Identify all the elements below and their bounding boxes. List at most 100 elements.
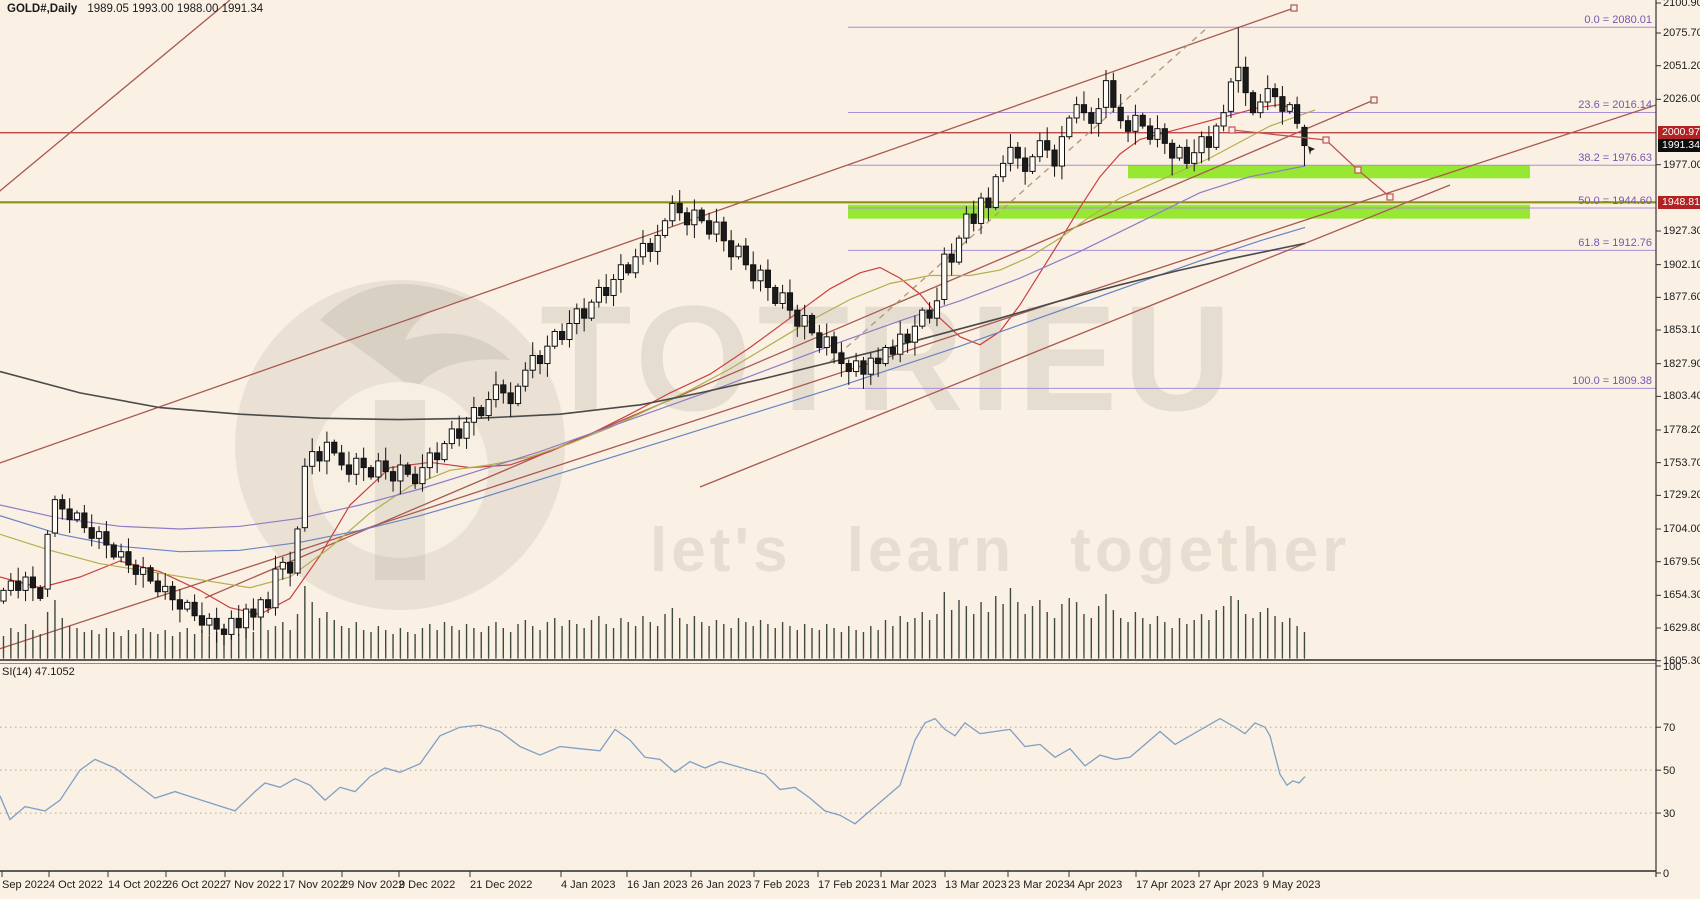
candle-up <box>140 567 147 575</box>
candle-down <box>1088 112 1095 124</box>
ma-violet <box>0 165 1306 530</box>
candle-down <box>676 202 683 214</box>
candle-up <box>7 580 14 591</box>
candle-up <box>566 322 573 341</box>
candle-down <box>1139 114 1146 127</box>
candle-up <box>118 551 125 558</box>
candle-up <box>977 197 985 224</box>
candle-up <box>1029 156 1036 172</box>
candle-up <box>375 460 382 478</box>
candle-up <box>1095 108 1102 124</box>
candle-down <box>265 599 272 609</box>
candle-up <box>955 237 963 263</box>
candle-up <box>257 599 264 618</box>
candle-up <box>617 264 624 280</box>
candle-up <box>713 221 720 235</box>
candle-up <box>1257 101 1264 114</box>
price-axis-label: 1704.00 <box>1663 522 1700 535</box>
candle-up <box>779 292 786 304</box>
candle-down <box>1301 126 1308 147</box>
date-label: 17 Feb 2023 <box>818 879 880 891</box>
date-label: 21 Dec 2022 <box>470 879 533 891</box>
candle-up <box>897 333 904 355</box>
candle-up <box>426 452 433 469</box>
ma-gray <box>0 242 1306 421</box>
candle-down <box>176 599 184 610</box>
candle-down <box>581 308 588 319</box>
date-label: 17 Apr 2023 <box>1136 879 1196 891</box>
date-label: 23 Mar 2023 <box>1008 879 1070 891</box>
candle-down <box>235 617 242 629</box>
candle-up <box>73 512 81 521</box>
candle-down <box>1294 104 1301 124</box>
ohlc-values-label: 1989.05 1993.00 1988.00 1991.34 <box>87 3 264 15</box>
candle-up <box>632 256 639 274</box>
candle-down <box>81 512 88 529</box>
candle-down <box>1080 104 1088 114</box>
candle-down <box>860 360 867 375</box>
candle-down <box>706 220 713 235</box>
candle-up <box>1007 146 1014 164</box>
candle-down <box>1124 120 1132 132</box>
candle-up <box>1154 128 1161 140</box>
candle-down <box>948 253 955 263</box>
candle-up <box>1227 81 1235 112</box>
fibonacci-level-label: 0.0 = 2080.01 <box>1584 14 1652 27</box>
price-axis-label: 1778.20 <box>1663 423 1700 436</box>
candle-down <box>985 197 992 208</box>
date-label: 4 Oct 2022 <box>49 879 103 891</box>
candle-down <box>1249 92 1257 114</box>
candle-up <box>470 407 477 423</box>
candle-down <box>647 242 654 252</box>
ma-olive <box>0 109 1316 589</box>
price-axis-label: 2051.20 <box>1663 59 1700 72</box>
candle-up <box>1132 114 1139 132</box>
candle-up <box>610 278 617 296</box>
candle-up <box>654 234 661 252</box>
main-pane <box>0 0 1656 658</box>
candle-down <box>1044 140 1051 151</box>
candle-up <box>206 617 213 626</box>
candle-down <box>154 580 161 593</box>
date-label: 17 Nov 2022 <box>283 879 346 891</box>
candle-up <box>441 443 448 461</box>
symbol-timeframe-label: GOLD#,Daily <box>7 3 78 15</box>
candle-down <box>728 240 735 258</box>
candle-down <box>147 567 154 582</box>
date-label: 13 Mar 2023 <box>945 879 1007 891</box>
projection-zigzag <box>1231 129 1391 198</box>
candle-down <box>478 407 485 417</box>
candle-up <box>51 499 59 534</box>
candle-down <box>889 347 896 355</box>
candle-up <box>941 253 948 300</box>
rsi-scale-label: 70 <box>1663 722 1676 735</box>
candle-down <box>1205 136 1213 148</box>
candle-down <box>29 576 36 589</box>
rsi-scale-label: 30 <box>1663 808 1676 821</box>
candle-up <box>1176 146 1183 159</box>
price-axis-label: 1902.10 <box>1663 258 1700 271</box>
date-label: 26 Oct 2022 <box>166 879 226 891</box>
candle-down <box>698 209 705 222</box>
cursor-pointer-icon <box>1308 146 1315 155</box>
price-axis-label: 1803.40 <box>1663 390 1700 403</box>
date-label: 4 Jan 2023 <box>561 879 616 891</box>
candle-up <box>1235 66 1242 82</box>
candle-down <box>220 628 228 635</box>
candle-down <box>764 269 771 288</box>
candle-down <box>500 384 507 394</box>
candle-up <box>242 608 250 629</box>
candle-up <box>463 421 470 439</box>
candle-up <box>353 457 360 475</box>
zigzag-handle <box>1322 136 1330 144</box>
candle-up <box>184 601 191 610</box>
candle-up <box>162 585 169 593</box>
price-axis-label: 1654.30 <box>1663 589 1700 602</box>
candle-up <box>323 441 330 462</box>
candle-down <box>250 608 257 618</box>
candle-up <box>691 209 698 226</box>
candle-down <box>1110 80 1117 108</box>
candle-up <box>933 300 941 319</box>
price-tag: 1991.34 <box>1658 139 1700 153</box>
